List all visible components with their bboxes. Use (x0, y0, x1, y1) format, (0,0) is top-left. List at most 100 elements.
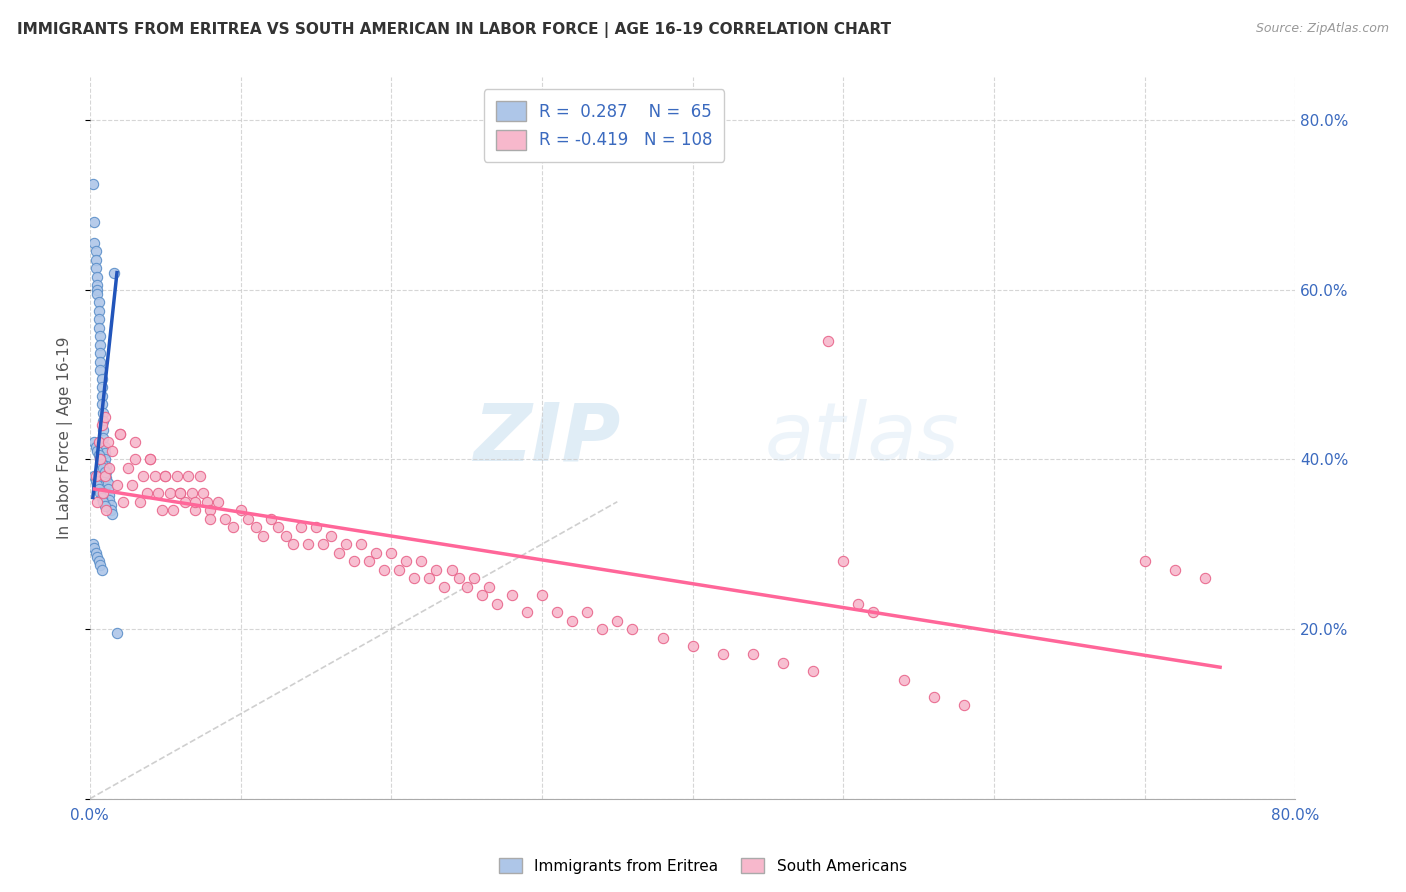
Point (530, 588, 553, 602)
Point (131, 469, 153, 483)
Point (166, 469, 188, 483)
Point (84, 546, 107, 560)
Point (87, 448, 110, 462)
Point (93, 414, 115, 428)
Point (117, 460, 139, 475)
Point (128, 494, 150, 508)
Point (274, 529, 297, 543)
Point (742, 648, 765, 662)
Point (236, 512, 259, 526)
Point (817, 334, 839, 348)
Point (463, 571, 485, 585)
Point (83, 435, 105, 450)
Point (214, 512, 236, 526)
Point (433, 580, 456, 594)
Point (90, 372, 112, 386)
Point (485, 597, 508, 611)
Point (98, 460, 121, 475)
Point (108, 426, 131, 441)
Point (478, 580, 501, 594)
Point (283, 537, 305, 551)
Point (342, 554, 364, 568)
Point (105, 477, 128, 491)
Point (425, 563, 447, 577)
Point (89, 329, 111, 343)
Point (89, 346, 111, 360)
Point (449, 571, 471, 585)
Point (89, 452, 111, 467)
Point (84, 474, 107, 488)
Point (100, 503, 122, 517)
Point (83, 235, 105, 250)
Point (832, 554, 855, 568)
Point (84, 261, 107, 276)
Point (97, 476, 120, 491)
Point (173, 494, 195, 508)
Point (862, 605, 884, 619)
Point (395, 554, 418, 568)
Point (801, 665, 824, 679)
Point (86, 278, 108, 293)
Point (772, 656, 794, 670)
Point (111, 494, 134, 508)
Point (922, 690, 945, 704)
Point (207, 494, 229, 508)
Point (682, 639, 704, 653)
Point (606, 614, 628, 628)
Point (86, 477, 108, 491)
Point (98, 493, 121, 508)
Point (84, 252, 107, 267)
Point (90, 397, 112, 411)
Point (96, 465, 118, 479)
Point (84, 244, 107, 259)
Point (1164, 563, 1187, 577)
Point (591, 622, 613, 636)
Point (86, 549, 108, 564)
Point (711, 648, 734, 662)
Point (191, 486, 214, 500)
Point (94, 465, 117, 479)
Point (388, 563, 411, 577)
Point (101, 508, 124, 522)
Point (139, 452, 162, 467)
Point (893, 673, 915, 687)
Point (96, 503, 118, 517)
Point (357, 554, 380, 568)
Point (136, 486, 159, 500)
Point (101, 443, 124, 458)
Point (105, 626, 128, 640)
Point (83, 469, 105, 483)
Point (97, 435, 120, 450)
Point (84, 469, 107, 483)
Point (124, 435, 146, 450)
Point (169, 486, 191, 500)
Point (103, 266, 125, 280)
Point (86, 269, 108, 284)
Point (188, 469, 211, 483)
Point (93, 406, 115, 420)
Point (94, 440, 117, 454)
Point (471, 588, 494, 602)
Point (82, 177, 104, 191)
Point (200, 503, 222, 517)
Point (124, 452, 146, 467)
Point (89, 486, 111, 500)
Point (86, 286, 108, 301)
Legend: R =  0.287    N =  65, R = -0.419   N = 108: R = 0.287 N = 65, R = -0.419 N = 108 (484, 89, 724, 161)
Point (245, 520, 267, 534)
Point (561, 614, 583, 628)
Point (100, 498, 122, 512)
Point (366, 546, 388, 560)
Point (90, 563, 112, 577)
Point (418, 571, 440, 585)
Point (402, 571, 425, 585)
Point (181, 486, 204, 500)
Point (162, 503, 184, 517)
Point (93, 486, 115, 500)
Point (87, 312, 110, 326)
Point (90, 418, 112, 433)
Point (90, 389, 112, 403)
Point (87, 303, 110, 318)
Point (177, 469, 200, 483)
Point (440, 563, 463, 577)
